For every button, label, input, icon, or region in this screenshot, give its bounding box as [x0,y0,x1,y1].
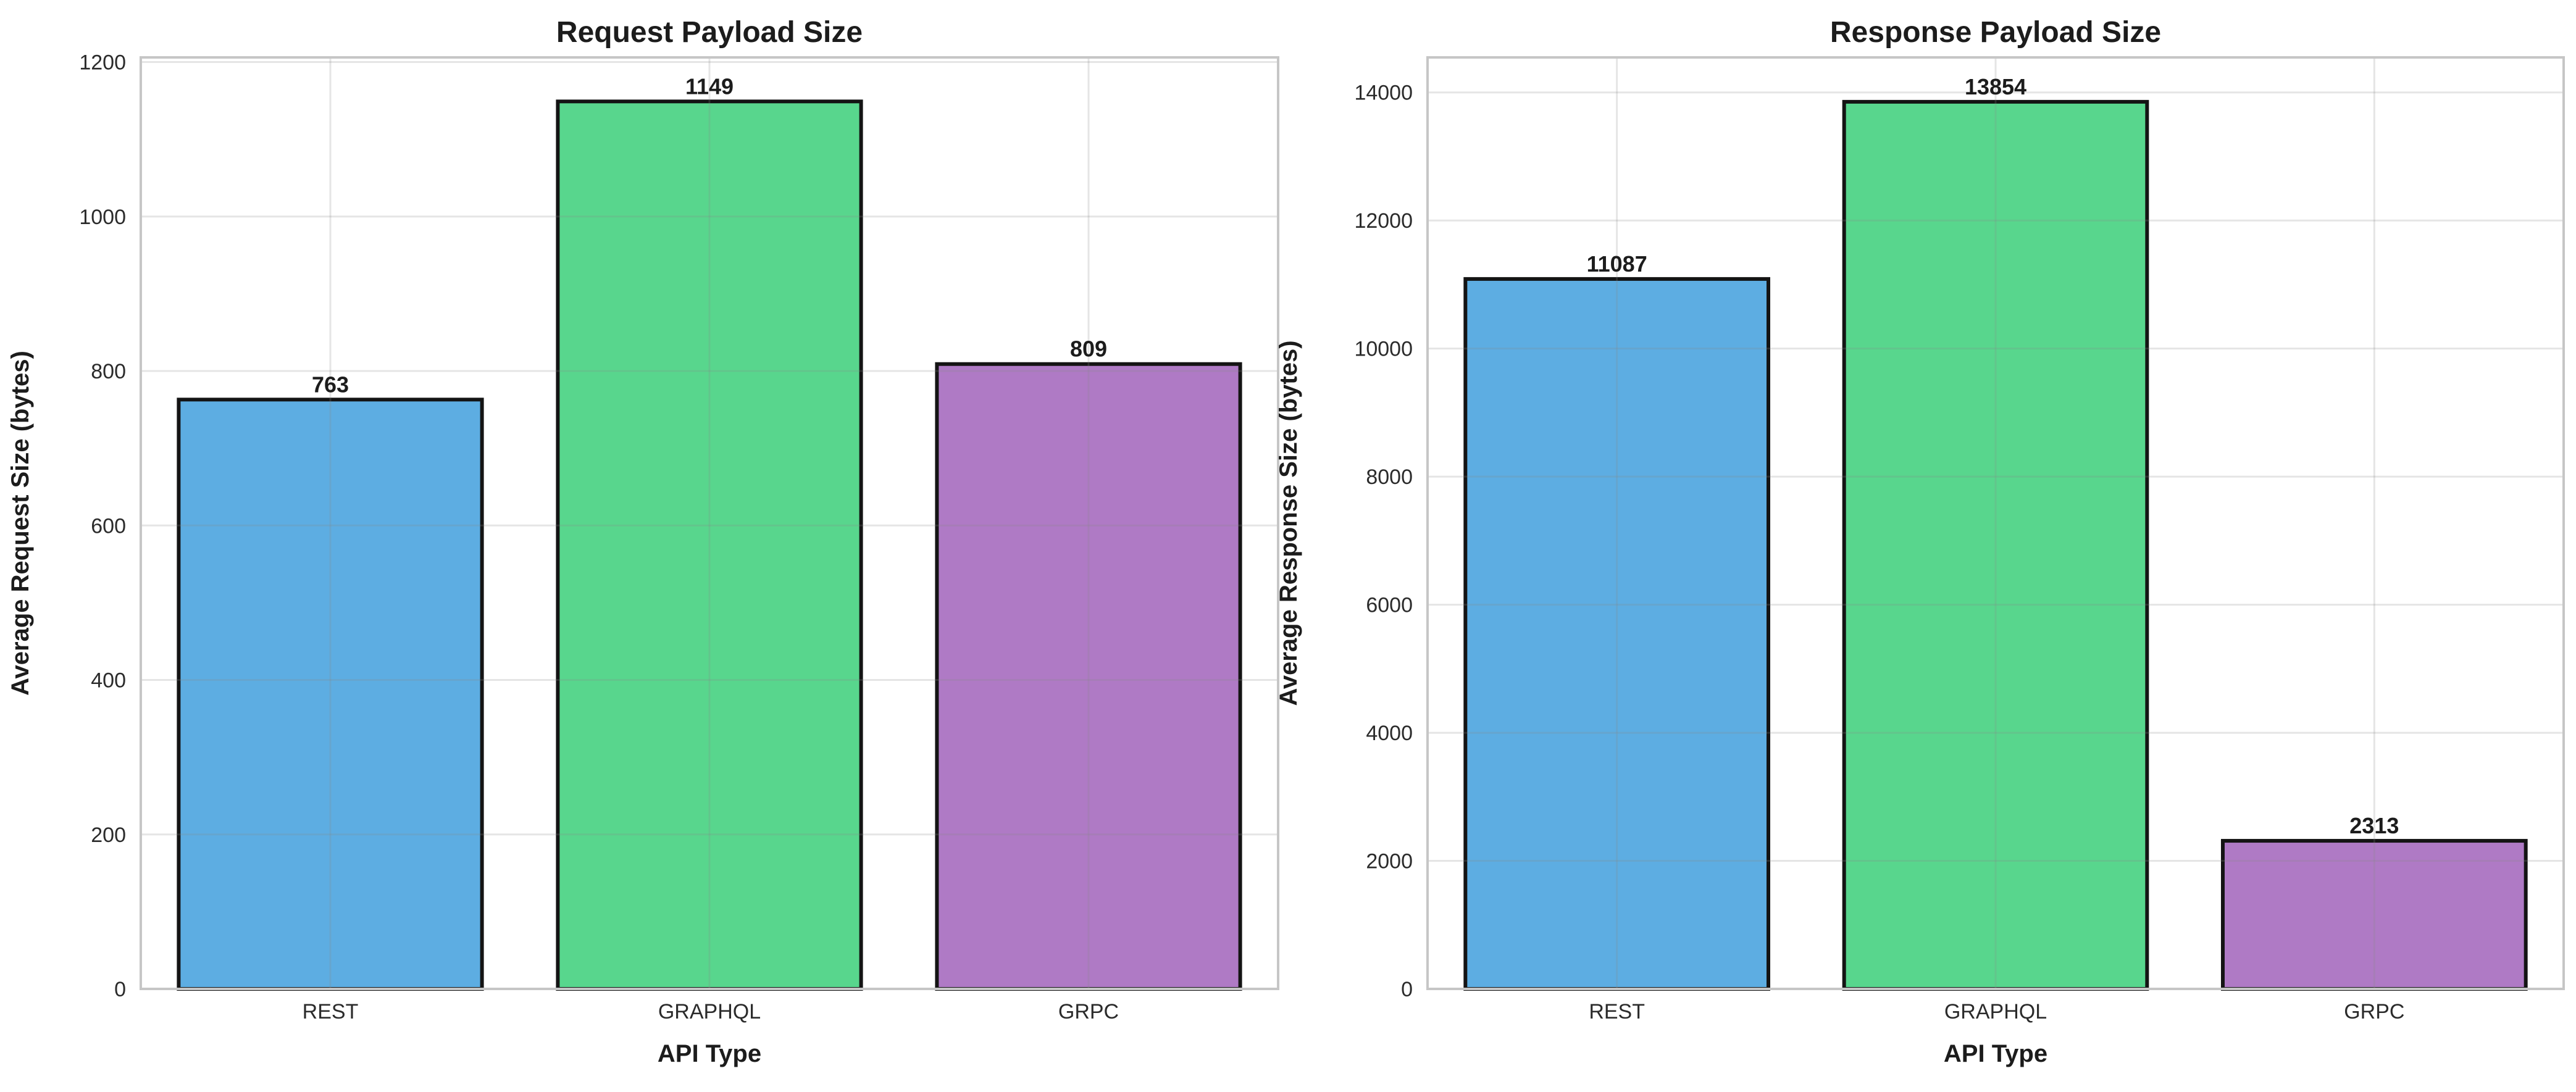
bar-grpc [2221,839,2528,991]
y-tick-label: 800 [91,360,126,383]
plot-border [1426,56,2565,990]
bar-value-label: 809 [1070,336,1107,362]
y-tick-label: 4000 [1366,722,1413,745]
chart-request-payload: 763 1149 809 0 200 400 600 800 1000 1200 REST GRAPH… [7,16,1279,1067]
y-tick-label: 1000 [79,206,126,229]
chart-title: Response Payload Size [1830,16,2161,49]
y-tick-label: 1200 [79,51,126,75]
bar-value-label: 1149 [685,73,734,99]
bar-rest [1463,277,1770,991]
bar-rest [177,398,484,991]
bar-value-label: 763 [312,372,349,397]
y-axis-label: Average Response Size (bytes) [1275,340,1302,706]
x-tick-label: GRPC [2344,1000,2404,1023]
bar-value-label: 11087 [1587,251,1647,277]
plot-border [140,56,1279,990]
x-axis-label: API Type [658,1040,761,1067]
bar-grpc [935,362,1242,991]
x-tick-label: REST [1589,1000,1645,1023]
y-tick-label: 6000 [1366,594,1413,617]
bar-graphql [556,99,863,991]
y-tick-label: 12000 [1354,209,1413,233]
y-axis-label: Average Request Size (bytes) [7,351,34,696]
y-tick-label: 2000 [1366,850,1413,873]
bar-value-label: 13854 [1965,74,2026,99]
chart-title: Request Payload Size [556,16,863,49]
y-tick-label: 400 [91,669,126,693]
y-tick-label: 600 [91,514,126,538]
x-tick-label: GRAPHQL [1944,1000,2047,1023]
y-tick-label: 8000 [1366,465,1413,489]
y-tick-label: 0 [114,978,126,1001]
bar-value-label: 2313 [2349,813,2399,838]
bar-graphql [1842,99,2149,991]
x-tick-label: GRPC [1058,1000,1119,1023]
y-tick-label: 200 [91,823,126,847]
x-tick-label: GRAPHQL [658,1000,761,1023]
x-axis-label: API Type [1944,1040,2047,1067]
y-tick-label: 0 [1401,978,1413,1001]
chart-response-payload: 11087 13854 2313 0 2000 4000 6000 8000 10000 1200… [1275,16,2565,1067]
y-tick-label: 14000 [1354,81,1413,105]
x-tick-label: REST [303,1000,359,1023]
y-tick-label: 10000 [1354,338,1413,361]
